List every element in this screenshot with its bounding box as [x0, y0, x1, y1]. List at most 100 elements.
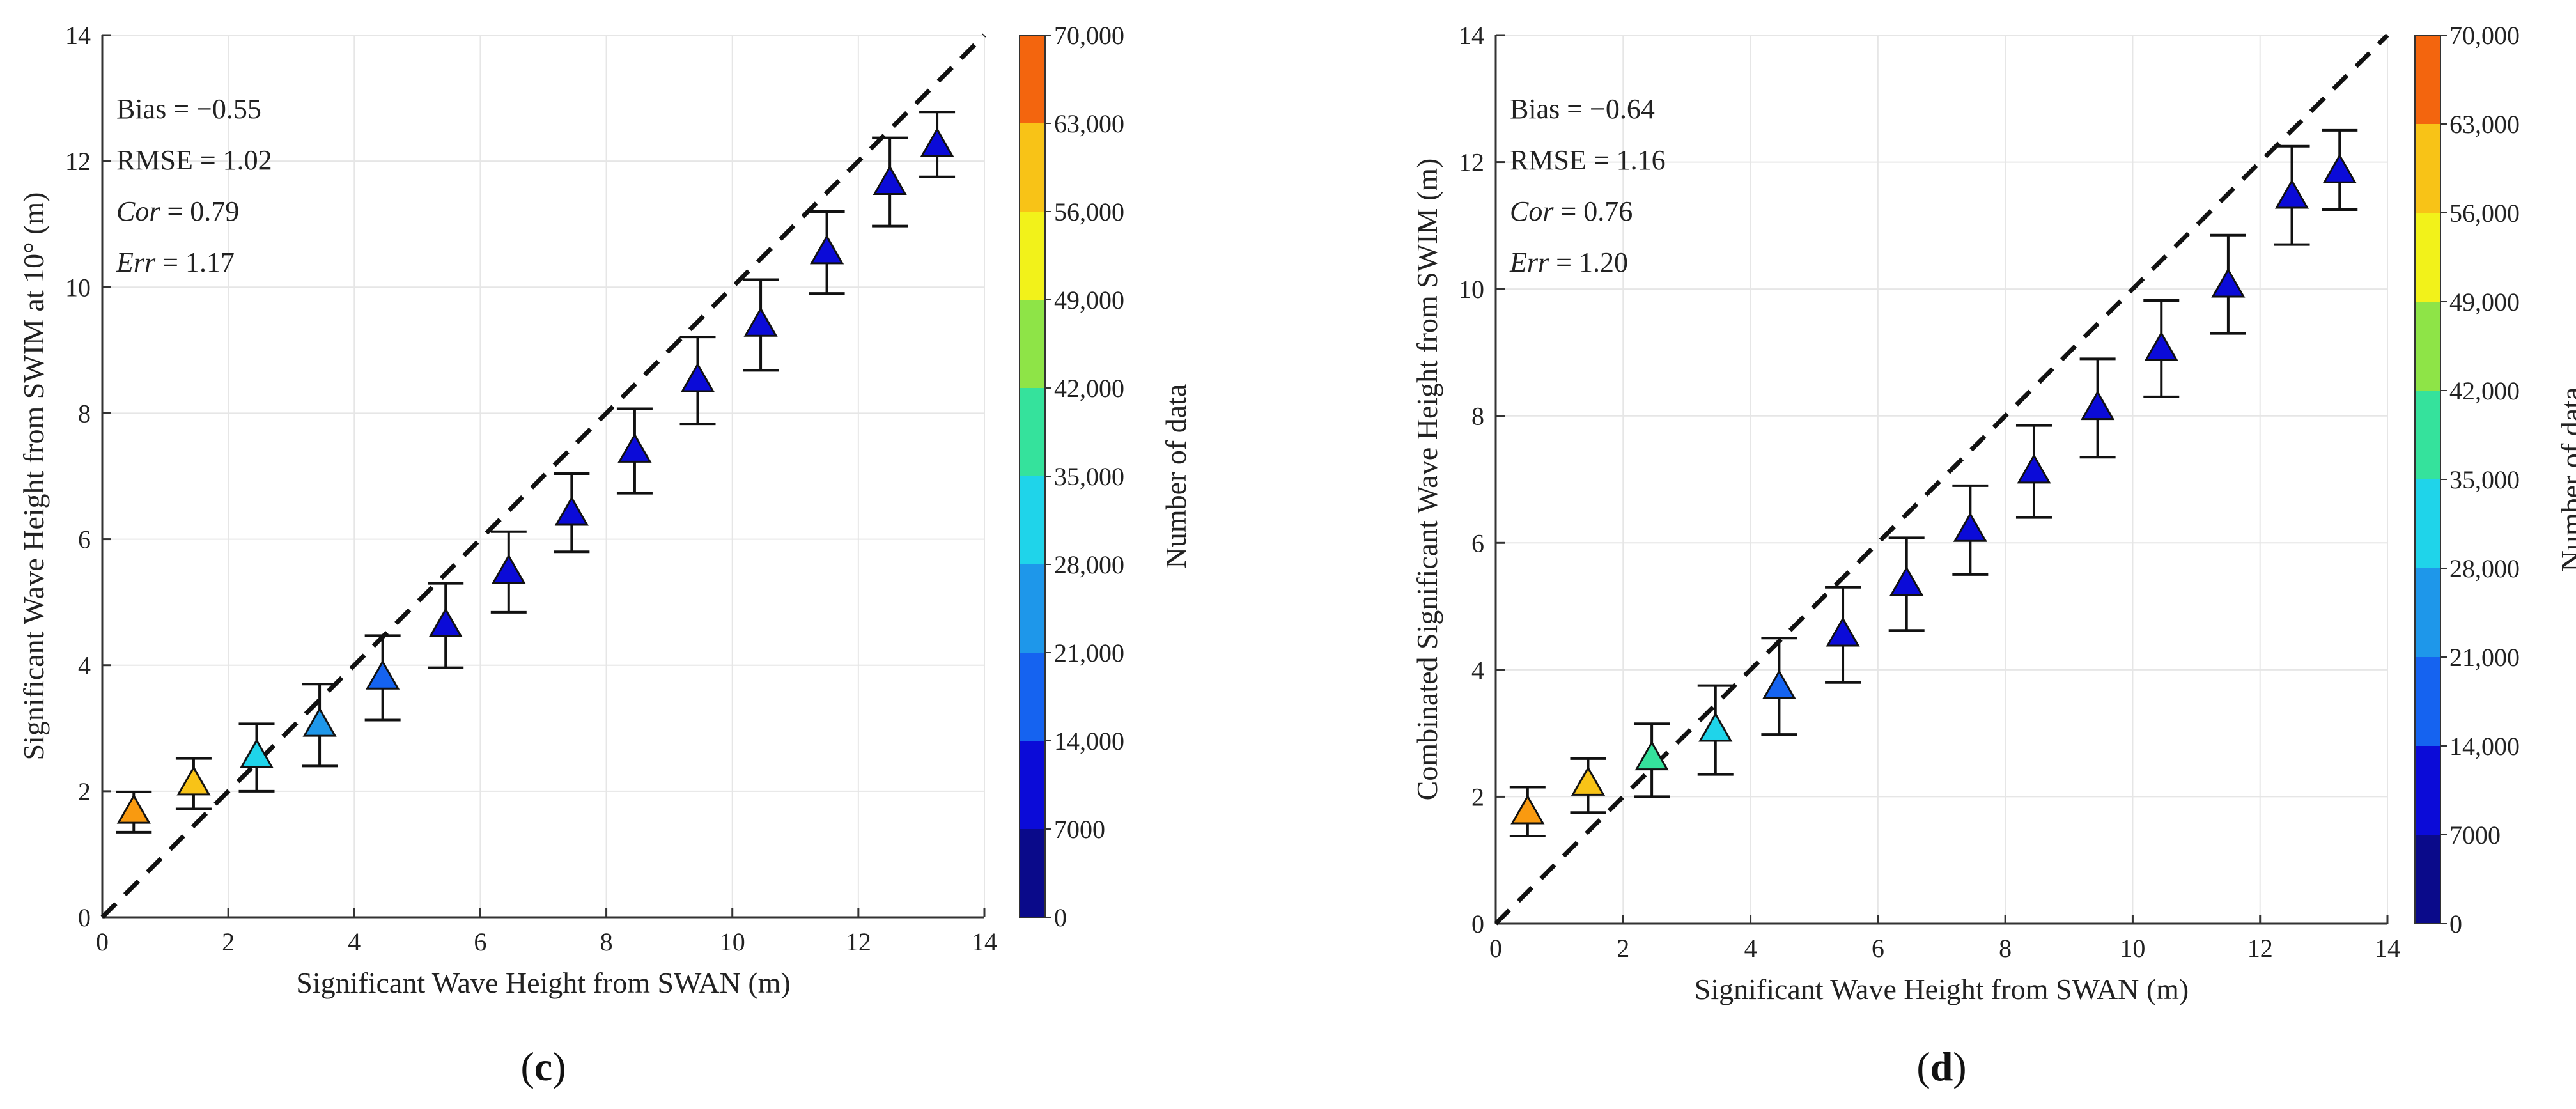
x-tick-label: 6 [474, 927, 486, 956]
data-point [2210, 233, 2246, 335]
data-point [2322, 128, 2358, 212]
colorbar-bin [2415, 568, 2440, 657]
data-point [364, 634, 401, 722]
colorbar-tick-label: 28,000 [1054, 550, 1124, 579]
data-point [1888, 536, 1925, 632]
colorbar-tick-label: 21,000 [2449, 643, 2520, 672]
data-point [2274, 144, 2310, 246]
x-tick-label: 10 [2120, 934, 2145, 963]
panel-label-letter: c [534, 1044, 552, 1089]
triangle-marker [428, 607, 463, 637]
y-tick-label: 2 [78, 777, 91, 806]
data-point [1570, 757, 1606, 814]
colorbar-bin [1020, 741, 1045, 829]
stat-err-name: Err [116, 247, 156, 278]
panel-d: 0 2 4 6 8 10 12 14 0 2 4 6 8 10 12 14 Significant Wave H… [1411, 21, 2576, 1089]
triangle-marker [1510, 795, 1545, 825]
x-tick-label: 4 [1744, 934, 1757, 963]
data-point [175, 757, 212, 810]
data-point [616, 407, 653, 495]
triangle-marker [617, 433, 652, 463]
colorbar-bin [2415, 124, 2440, 213]
triangle-marker [1826, 617, 1860, 647]
colorbar-bin [1020, 300, 1045, 388]
colorbar-bin [1020, 212, 1045, 300]
colorbar-tick-label: 63,000 [2449, 110, 2520, 139]
x-tick-label: 10 [720, 927, 745, 956]
triangle-marker [1698, 711, 1733, 742]
colorbar-bin [1020, 829, 1045, 917]
data-point [490, 530, 527, 614]
data-point [1697, 684, 1734, 776]
stat-err: Err = 1.17 [116, 247, 235, 278]
colorbar-label: Number of data [1160, 384, 1192, 569]
data-point [2015, 424, 2052, 519]
stat-err-value: = 1.20 [1549, 247, 1628, 278]
triangle-marker [743, 307, 778, 337]
triangle-marker [920, 127, 954, 157]
colorbar-tick-label: 7000 [2449, 821, 2501, 849]
triangle-marker [1571, 766, 1606, 796]
colorbar-tick-label: 42,000 [2449, 376, 2520, 405]
colorbar-tick-label: 42,000 [1054, 374, 1124, 403]
colorbar-bin [2415, 746, 2440, 835]
y-tick-label: 10 [65, 273, 91, 302]
x-tick-label: 14 [2375, 934, 2400, 963]
triangle-marker [809, 234, 844, 265]
data-point [238, 722, 275, 793]
y-tick-label: 10 [1459, 275, 1484, 304]
triangle-marker [239, 738, 274, 768]
x-tick-label: 8 [600, 927, 613, 956]
colorbar-tick-label: 0 [1054, 903, 1067, 932]
y-tick-label: 0 [1471, 910, 1484, 938]
triangle-marker [1889, 566, 1924, 596]
triangle-marker [2017, 453, 2051, 484]
y-tick-label: 0 [78, 903, 91, 932]
triangle-marker [554, 495, 589, 526]
triangle-marker [492, 554, 526, 584]
x-tick-label: 12 [846, 927, 871, 956]
triangle-marker [302, 707, 337, 737]
colorbar-bin [1020, 564, 1045, 653]
one-to-one-line [1494, 33, 2389, 926]
triangle-marker [2274, 178, 2309, 209]
colorbar-bin-top [1020, 35, 1045, 123]
y-tick-label: 12 [1459, 148, 1484, 177]
panel-label: (d) [1916, 1044, 1966, 1089]
x-tick-label: 8 [1999, 934, 2012, 963]
data-point [919, 111, 956, 178]
colorbar-tick-label: 70,000 [1054, 21, 1124, 50]
y-tick-label: 14 [1459, 21, 1484, 50]
colorbar-bin [2415, 213, 2440, 302]
triangle-marker [2322, 153, 2357, 183]
y-tick-label: 4 [78, 651, 91, 680]
stat-cor: Cor = 0.76 [1510, 196, 1633, 227]
y-tick-label: 4 [1471, 656, 1484, 685]
panel-label-open: ( [1916, 1044, 1930, 1089]
colorbar-label: Number of data [2555, 387, 2576, 572]
y-tick-label: 12 [65, 147, 91, 176]
stat-err-value: = 1.17 [155, 247, 235, 278]
data-point [679, 336, 716, 426]
x-tick-label: 14 [972, 927, 997, 956]
y-tick-label: 8 [1471, 402, 1484, 431]
data-point [2079, 357, 2116, 459]
stat-rmse: RMSE = 1.16 [1510, 144, 1666, 176]
triangle-marker [2081, 390, 2115, 421]
x-tick-label: 6 [1872, 934, 1884, 963]
colorbar-bin-top [2415, 35, 2440, 124]
data-point [743, 278, 779, 372]
x-axis-label: Significant Wave Height from SWAN (m) [1695, 973, 2189, 1005]
one-to-one-line [100, 33, 986, 919]
colorbar-bin [1020, 123, 1045, 212]
stat-bias: Bias = −0.64 [1510, 93, 1655, 125]
y-tick-label: 8 [78, 399, 91, 428]
colorbar-tick-label: 56,000 [2449, 199, 2520, 228]
colorbar-tick-label: 70,000 [2449, 21, 2520, 50]
data-point [809, 210, 845, 295]
colorbar: 0 7000 14,000 21,000 28,000 35,000 42,000 49,00… [1019, 21, 1192, 932]
colorbar-tick-label: 35,000 [2449, 465, 2520, 494]
y-tick-label: 6 [78, 525, 91, 554]
x-tick-label: 0 [1489, 934, 1502, 963]
